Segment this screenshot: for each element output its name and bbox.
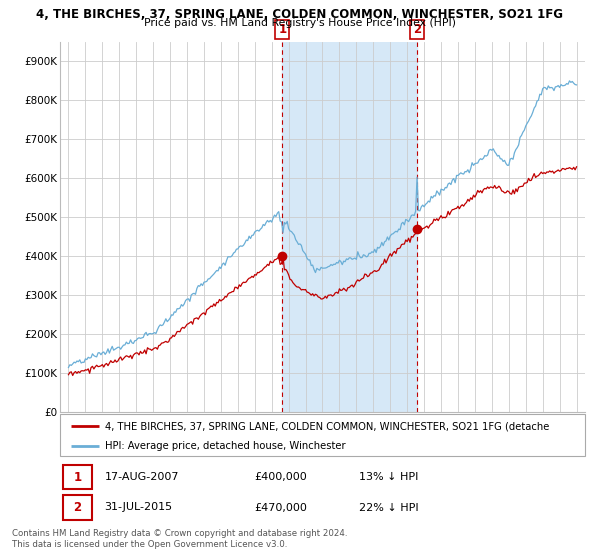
FancyBboxPatch shape (62, 465, 91, 489)
Text: 2: 2 (73, 501, 82, 514)
Text: 2: 2 (413, 24, 421, 36)
Text: 13% ↓ HPI: 13% ↓ HPI (359, 472, 419, 482)
Text: Price paid vs. HM Land Registry's House Price Index (HPI): Price paid vs. HM Land Registry's House … (144, 18, 456, 29)
Text: £400,000: £400,000 (254, 472, 307, 482)
Text: 17-AUG-2007: 17-AUG-2007 (104, 472, 179, 482)
Text: HPI: Average price, detached house, Winchester: HPI: Average price, detached house, Winc… (104, 441, 345, 451)
Text: Contains HM Land Registry data © Crown copyright and database right 2024.
This d: Contains HM Land Registry data © Crown c… (12, 529, 347, 549)
Text: 4, THE BIRCHES, 37, SPRING LANE, COLDEN COMMON, WINCHESTER, SO21 1FG (detache: 4, THE BIRCHES, 37, SPRING LANE, COLDEN … (104, 421, 549, 431)
Bar (283, 42, 417, 412)
Text: 22% ↓ HPI: 22% ↓ HPI (359, 502, 419, 512)
Text: 1: 1 (278, 24, 286, 36)
Text: 31-JUL-2015: 31-JUL-2015 (104, 502, 173, 512)
Text: 1: 1 (73, 471, 82, 484)
Text: 4, THE BIRCHES, 37, SPRING LANE, COLDEN COMMON, WINCHESTER, SO21 1FG: 4, THE BIRCHES, 37, SPRING LANE, COLDEN … (37, 8, 563, 21)
FancyBboxPatch shape (60, 414, 585, 456)
Text: £470,000: £470,000 (254, 502, 307, 512)
FancyBboxPatch shape (62, 495, 91, 520)
